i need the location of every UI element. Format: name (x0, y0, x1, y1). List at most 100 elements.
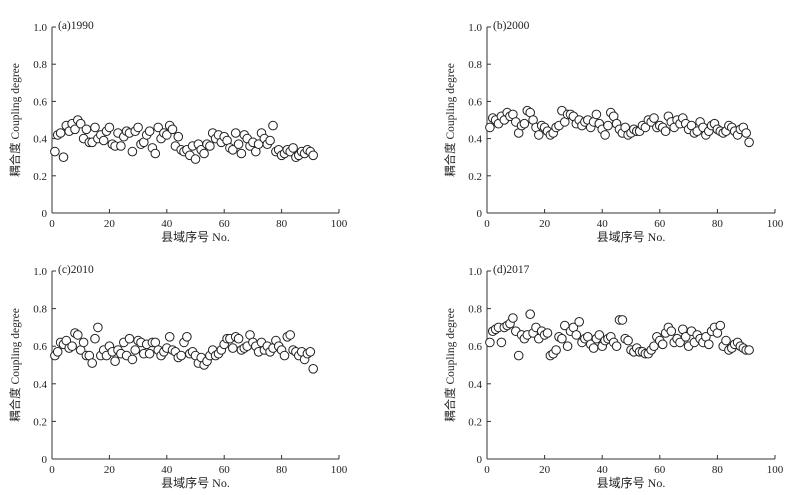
x-tick-label: 100 (331, 464, 348, 476)
y-tick-label: 0.8 (468, 59, 482, 71)
data-point (485, 122, 495, 133)
x-tick-label: 80 (712, 464, 724, 476)
panel-title: (d)2017 (493, 264, 530, 276)
y-axis-label: 耦合度 Coupling degree (443, 308, 457, 422)
data-point (308, 150, 319, 161)
data-point (50, 146, 60, 157)
data-point (182, 332, 192, 342)
data-point (704, 339, 714, 350)
data-point (603, 120, 613, 131)
data-point (90, 333, 100, 344)
x-tick-label: 40 (597, 464, 609, 476)
data-point (199, 148, 209, 159)
data-point (680, 332, 691, 342)
data-point (657, 339, 668, 350)
data-point (557, 333, 567, 344)
data-point (666, 326, 677, 337)
y-tick-label: 0 (477, 454, 483, 466)
data-point (81, 124, 92, 135)
data-point (124, 333, 135, 344)
data-point (744, 137, 754, 148)
data-point (508, 313, 518, 323)
x-tick-label: 100 (767, 464, 784, 476)
x-tick-label: 60 (219, 464, 231, 476)
y-axis-label: 耦合度 Coupling degree (8, 308, 22, 422)
y-tick-label: 0.2 (468, 416, 482, 428)
data-point (87, 358, 97, 368)
y-tick-label: 0.2 (33, 171, 47, 183)
panel-title: (b)2000 (493, 20, 530, 32)
x-tick-label: 40 (597, 218, 609, 230)
x-tick-label: 80 (276, 218, 288, 230)
y-axis-label: 耦合度 Coupling degree (8, 63, 22, 177)
data-point (571, 330, 582, 340)
y-tick-label: 1.0 (468, 266, 482, 278)
y-tick-label: 0.8 (33, 304, 47, 316)
x-tick-label: 0 (49, 464, 55, 476)
x-tick-label: 20 (539, 218, 551, 230)
data-point (562, 341, 573, 352)
data-point (285, 330, 296, 340)
data-point (162, 130, 172, 140)
data-point (93, 322, 103, 333)
data-point (116, 141, 126, 151)
x-tick-label: 80 (712, 218, 724, 230)
data-point (90, 122, 100, 133)
y-tick-label: 1.0 (33, 22, 47, 34)
data-point (78, 337, 89, 348)
data-point (173, 131, 184, 142)
x-tick-label: 40 (161, 218, 173, 230)
data-point (600, 130, 610, 140)
chart-panel-1: 0 20 40 60 80 100 0 0.2 0.4 0.6 0.8 1.0 (a)1990 县域序号 … (8, 20, 348, 244)
data-point (288, 143, 298, 153)
data-point (58, 152, 69, 162)
data-point (519, 118, 530, 129)
x-tick-label: 100 (767, 218, 784, 230)
data-point (496, 337, 507, 348)
y-axis-label: 耦合度 Coupling degree (443, 63, 457, 177)
y-tick-label: 0.2 (33, 416, 47, 428)
data-point (741, 128, 752, 138)
data-point (588, 343, 599, 353)
data-point (594, 330, 605, 340)
data-point (144, 126, 155, 136)
data-point (127, 354, 138, 365)
y-tick-label: 0.4 (33, 134, 47, 146)
data-point (675, 337, 685, 348)
y-tick-label: 0.6 (33, 96, 47, 108)
x-tick-label: 20 (104, 464, 116, 476)
data-point (617, 315, 628, 325)
data-point (660, 126, 671, 136)
data-point (110, 356, 120, 367)
data-point (176, 350, 186, 361)
x-tick-label: 0 (49, 218, 55, 230)
x-axis-label: 县域序号 No. (597, 475, 666, 490)
data-point (55, 128, 66, 138)
x-tick-label: 0 (484, 218, 490, 230)
y-tick-label: 0.4 (468, 134, 482, 146)
y-tick-label: 1.0 (468, 22, 482, 34)
y-tick-label: 0.2 (468, 171, 482, 183)
data-point (130, 345, 140, 355)
data-point (542, 328, 553, 338)
data-point (534, 130, 544, 140)
x-tick-label: 20 (104, 218, 116, 230)
x-tick-label: 60 (654, 218, 666, 230)
y-tick-label: 0.6 (33, 341, 47, 353)
data-point (73, 330, 83, 340)
data-point (75, 118, 86, 129)
data-point (190, 154, 201, 164)
y-tick-label: 0 (42, 454, 48, 466)
data-point (144, 348, 155, 359)
data-point (153, 122, 163, 133)
data-point (70, 124, 80, 135)
data-point (52, 347, 63, 357)
data-point (513, 350, 524, 361)
data-point (623, 335, 633, 346)
y-tick-label: 0 (42, 208, 48, 220)
data-point (574, 317, 585, 327)
data-point (164, 332, 175, 342)
data-point (127, 146, 138, 157)
data-point (308, 364, 319, 374)
